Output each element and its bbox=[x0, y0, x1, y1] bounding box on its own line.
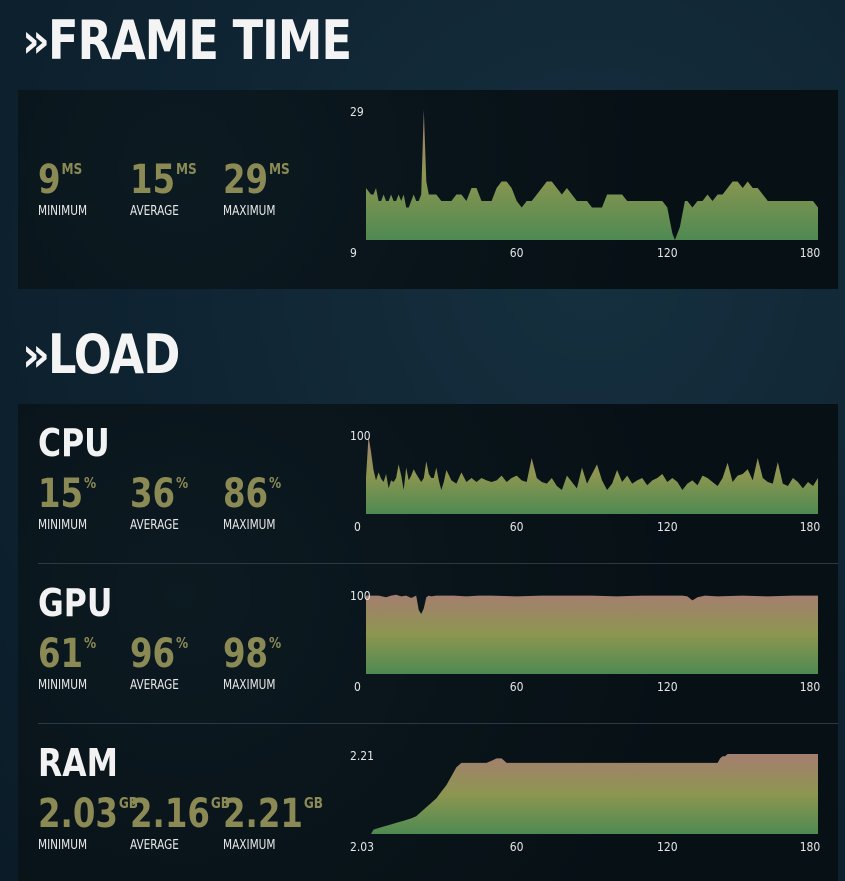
stat-unit: GB bbox=[210, 794, 231, 812]
load-heading: » LOAD bbox=[22, 328, 191, 382]
x-tick-label: 120 bbox=[657, 680, 678, 694]
stat-label: MAXIMUM bbox=[223, 204, 276, 219]
stat-value: 2.03 bbox=[38, 791, 118, 837]
divider bbox=[38, 563, 838, 564]
stat-value: 29 bbox=[223, 157, 269, 203]
series-area bbox=[366, 754, 818, 834]
x-tick-label: 120 bbox=[657, 840, 678, 854]
stat-label: MINIMUM bbox=[38, 678, 88, 693]
x-tick-label: 180 bbox=[800, 246, 821, 260]
stat-label: MAXIMUM bbox=[223, 838, 276, 853]
cpu-title: CPU bbox=[38, 421, 110, 465]
x-tick-label: 0 bbox=[354, 520, 361, 534]
stat-label: AVERAGE bbox=[130, 678, 179, 693]
series-area bbox=[366, 110, 818, 240]
stat-label: MAXIMUM bbox=[223, 678, 276, 693]
y-tick-label: 100 bbox=[350, 429, 371, 443]
stat-value: 36 bbox=[130, 471, 176, 517]
stat-unit: % bbox=[175, 634, 189, 652]
stat-value: 2.21 bbox=[223, 791, 303, 837]
stat-unit: % bbox=[175, 474, 189, 492]
chevron-icon: » bbox=[22, 13, 50, 69]
stat-label: MINIMUM bbox=[38, 204, 88, 219]
stat-unit: % bbox=[83, 634, 97, 652]
stat-value: 96 bbox=[130, 631, 176, 677]
x-tick-label: 180 bbox=[800, 840, 821, 854]
frame-time-average: 15MS AVERAGE bbox=[130, 160, 204, 219]
ram-chart: 60 120 180 2.03 2.21 bbox=[350, 749, 821, 854]
x-tick-label: 180 bbox=[800, 680, 821, 694]
x-tick-label: 60 bbox=[510, 680, 524, 694]
stat-value: 15 bbox=[130, 157, 176, 203]
x-tick-label: 0 bbox=[354, 680, 361, 694]
cpu-maximum: 86% MAXIMUM bbox=[223, 474, 288, 533]
ram-title: RAM bbox=[38, 741, 118, 785]
series-area bbox=[366, 594, 818, 674]
x-tick-label: 120 bbox=[657, 520, 678, 534]
x-tick-label: 60 bbox=[510, 520, 524, 534]
y-tick-label: 2.21 bbox=[350, 749, 374, 763]
x-tick-label: 60 bbox=[510, 246, 524, 260]
load-title: LOAD bbox=[47, 323, 180, 386]
frame-time-minimum: 9MS MINIMUM bbox=[38, 160, 92, 219]
x-tick-label: 60 bbox=[510, 840, 524, 854]
stat-unit: MS bbox=[61, 160, 83, 178]
stat-label: MINIMUM bbox=[38, 838, 88, 853]
y-tick-label: 9 bbox=[350, 246, 357, 260]
stat-value: 2.16 bbox=[130, 791, 210, 837]
y-tick-label: 100 bbox=[350, 589, 371, 603]
x-tick-label: 180 bbox=[800, 520, 821, 534]
y-tick-label: 29 bbox=[350, 105, 364, 119]
frame-time-chart: 60 120 180 9 29 bbox=[350, 105, 821, 260]
ram-maximum: 2.21GB MAXIMUM bbox=[223, 794, 334, 853]
x-tick-label: 120 bbox=[657, 246, 678, 260]
gpu-title: GPU bbox=[38, 581, 113, 625]
divider bbox=[38, 723, 838, 724]
stat-unit: GB bbox=[303, 794, 324, 812]
frame-time-panel: 9MS MINIMUM 15MS AVERAGE 29MS MAXIMUM 60… bbox=[18, 90, 838, 289]
stat-label: MAXIMUM bbox=[223, 518, 276, 533]
cpu-minimum: 15% MINIMUM bbox=[38, 474, 103, 533]
stat-unit: % bbox=[83, 474, 97, 492]
gpu-average: 96% AVERAGE bbox=[130, 634, 195, 693]
cpu-chart: 0 60 120 180 100 bbox=[350, 429, 821, 534]
stat-value: 9 bbox=[38, 157, 61, 203]
chevron-icon: » bbox=[22, 327, 50, 383]
load-panel: CPU 15% MINIMUM 36% AVERAGE 86% MAXIMUM … bbox=[18, 404, 838, 881]
stat-label: AVERAGE bbox=[130, 838, 179, 853]
cpu-average: 36% AVERAGE bbox=[130, 474, 195, 533]
stat-value: 86 bbox=[223, 471, 269, 517]
series-area bbox=[366, 436, 818, 514]
stat-unit: % bbox=[268, 634, 282, 652]
gpu-minimum: 61% MINIMUM bbox=[38, 634, 103, 693]
gpu-maximum: 98% MAXIMUM bbox=[223, 634, 288, 693]
ram-average: 2.16GB AVERAGE bbox=[130, 794, 241, 853]
stat-value: 61 bbox=[38, 631, 84, 677]
stat-label: AVERAGE bbox=[130, 204, 179, 219]
stat-unit: GB bbox=[118, 794, 139, 812]
frame-time-heading: » FRAME TIME bbox=[22, 14, 377, 68]
y-tick-label: 2.03 bbox=[350, 840, 374, 854]
stat-label: MINIMUM bbox=[38, 518, 88, 533]
stat-unit: MS bbox=[175, 160, 197, 178]
stat-value: 15 bbox=[38, 471, 84, 517]
stat-unit: MS bbox=[268, 160, 290, 178]
frame-time-maximum: 29MS MAXIMUM bbox=[223, 160, 297, 219]
ram-minimum: 2.03GB MINIMUM bbox=[38, 794, 149, 853]
frame-time-title: FRAME TIME bbox=[47, 9, 352, 72]
stat-value: 98 bbox=[223, 631, 269, 677]
stat-label: AVERAGE bbox=[130, 518, 179, 533]
gpu-chart: 0 60 120 180 100 bbox=[350, 589, 821, 694]
stat-unit: % bbox=[268, 474, 282, 492]
